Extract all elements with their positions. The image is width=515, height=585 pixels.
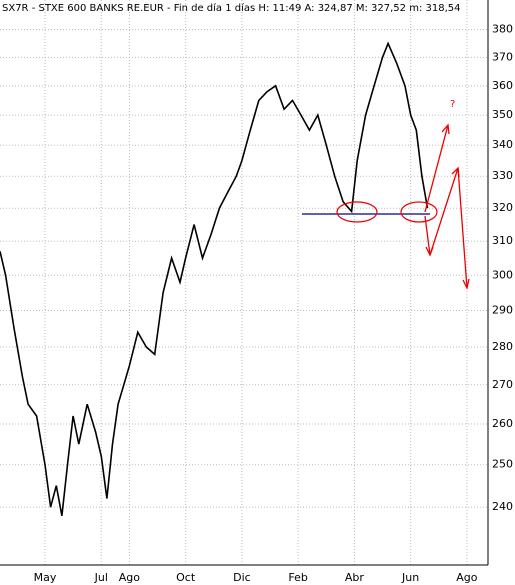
highlight-ellipse <box>400 201 438 223</box>
y-tick-label: 360 <box>492 79 513 92</box>
y-tick-label: 290 <box>492 304 513 317</box>
y-tick-label: 250 <box>492 458 513 471</box>
y-tick-label: 270 <box>492 378 513 391</box>
y-tick-label: 280 <box>492 340 513 353</box>
y-tick-label: 330 <box>492 169 513 182</box>
price-line <box>0 41 429 516</box>
x-tick-label: Dic <box>233 571 251 584</box>
y-tick-label: 310 <box>492 234 513 247</box>
y-tick-label: 380 <box>492 23 513 36</box>
x-tick-label: May <box>34 571 57 584</box>
y-tick-label: 350 <box>492 108 513 121</box>
projection-arrows <box>424 123 470 290</box>
chart-title: SX7R - STXE 600 BANKS RE.EUR - Fin de dí… <box>2 2 461 14</box>
x-tick-label: Ago <box>119 571 141 584</box>
x-tick-label: Jun <box>401 571 419 584</box>
annotation: ? <box>302 99 470 290</box>
x-tick-label: Abr <box>345 571 365 584</box>
y-tick-label: 370 <box>492 50 513 63</box>
x-tick-label: Feb <box>288 571 307 584</box>
y-tick-label: 340 <box>492 138 513 151</box>
y-tick-label: 240 <box>492 500 513 513</box>
y-tick-label: 320 <box>492 201 513 214</box>
y-tick-label: 300 <box>492 268 513 281</box>
y-tick-label: 260 <box>492 417 513 430</box>
x-tick-label: Jul <box>94 571 108 584</box>
highlight-ellipse <box>336 201 378 223</box>
question-mark: ? <box>450 99 455 110</box>
x-tick-label: Ago <box>456 571 478 584</box>
x-tick-label: Oct <box>176 571 196 584</box>
